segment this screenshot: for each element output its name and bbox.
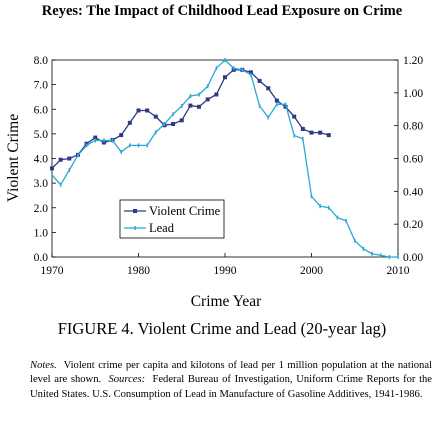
y2-tick-label: 0.80 — [403, 121, 423, 133]
plot-frame — [51, 59, 399, 258]
x-tick-label: 1970 — [41, 265, 64, 277]
y-tick-label: 4.0 — [34, 154, 49, 166]
y-tick-label: 6.0 — [34, 104, 49, 116]
data-point-violent-crime — [300, 126, 305, 131]
data-point-violent-crime — [67, 156, 72, 161]
data-point-violent-crime — [58, 157, 63, 162]
x-tick-label: 1990 — [214, 265, 237, 277]
chart: 0.0 1.0 2.0 3.0 4.0 5.0 6.0 7.0 8.0 0.00 0.20 0.40… — [5, 55, 423, 310]
data-point-violent-crime — [179, 118, 184, 123]
series-line-violent-crime — [51, 69, 329, 169]
y-tick-label: 1.0 — [34, 227, 49, 239]
left-axis-ticks: 0.0 1.0 2.0 3.0 4.0 5.0 6.0 7.0 8.0 — [34, 55, 56, 264]
sources-label: Sources: — [108, 374, 146, 386]
y2-tick-label: 0.20 — [403, 219, 423, 231]
data-point-violent-crime — [188, 103, 193, 108]
data-point-violent-crime — [266, 86, 271, 91]
sources-text: Federal Bureau of Investigation, Uniform… — [30, 374, 433, 400]
data-point-violent-crime — [136, 108, 141, 113]
data-point-violent-crime — [50, 166, 54, 171]
plot-area-border — [51, 59, 399, 258]
legend-box — [119, 199, 225, 239]
y2-tick-label: 0.40 — [403, 186, 423, 198]
figure-caption: FIGURE 4. Violent Crime and Lead (20-yea… — [57, 319, 387, 338]
legend-marker-violent-crime — [133, 209, 137, 213]
y-tick-label: 3.0 — [34, 178, 49, 190]
data-point-violent-crime — [153, 114, 158, 119]
y-tick-label: 5.0 — [34, 129, 49, 141]
data-point-violent-crime — [93, 135, 98, 140]
series-layer — [50, 58, 399, 259]
data-point-violent-crime — [127, 120, 132, 125]
data-point-violent-crime — [257, 78, 262, 83]
right-axis-ticks: 0.00 0.20 0.40 0.60 0.80 1.00 1.20 — [394, 55, 423, 264]
notes-label: Notes. — [30, 360, 57, 371]
legend-label-violent-crime: Violent Crime — [149, 204, 221, 218]
x-tick-label: 2000 — [300, 265, 323, 277]
x-tick-label: 2010 — [387, 265, 410, 277]
x-axis-ticks: 1970 1980 1990 2000 2010 — [41, 253, 410, 277]
data-point-violent-crime — [197, 104, 202, 109]
data-point-violent-crime — [309, 130, 314, 135]
page-title: Reyes: The Impact of Childhood Lead Expo… — [41, 3, 403, 19]
y2-tick-label: 1.00 — [403, 88, 423, 100]
y2-tick-label: 0.00 — [403, 252, 423, 264]
data-point-violent-crime — [292, 114, 297, 119]
y-tick-label: 2.0 — [34, 203, 49, 215]
y-axis-label: Violent Crime — [5, 114, 22, 202]
y2-tick-label: 1.20 — [403, 55, 423, 67]
data-point-violent-crime — [205, 97, 210, 102]
y-tick-label: 0.0 — [34, 252, 49, 264]
data-point-violent-crime — [326, 133, 331, 138]
y2-tick-label: 0.60 — [403, 154, 423, 166]
x-axis-label: Crime Year — [191, 293, 262, 310]
notes-text: Violent crime per capita and kilotons of… — [30, 360, 432, 386]
series-line-lead — [51, 59, 398, 258]
data-point-violent-crime — [283, 104, 288, 109]
data-point-violent-crime — [214, 92, 219, 97]
data-point-violent-crime — [119, 133, 124, 138]
x-tick-label: 1980 — [127, 265, 150, 277]
y-tick-label: 7.0 — [34, 80, 49, 92]
legend: Violent Crime Lead — [119, 199, 225, 239]
data-point-violent-crime — [318, 130, 323, 135]
data-point-violent-crime — [248, 70, 253, 75]
data-point-violent-crime — [171, 122, 176, 127]
data-point-violent-crime — [274, 98, 279, 103]
figure-notes: Notes. Violent crime per capita and kilo… — [30, 359, 432, 402]
data-point-violent-crime — [101, 140, 106, 145]
data-point-violent-crime — [223, 75, 227, 80]
legend-label-lead: Lead — [149, 221, 175, 235]
y-tick-label: 8.0 — [34, 55, 49, 67]
data-point-violent-crime — [145, 108, 150, 113]
